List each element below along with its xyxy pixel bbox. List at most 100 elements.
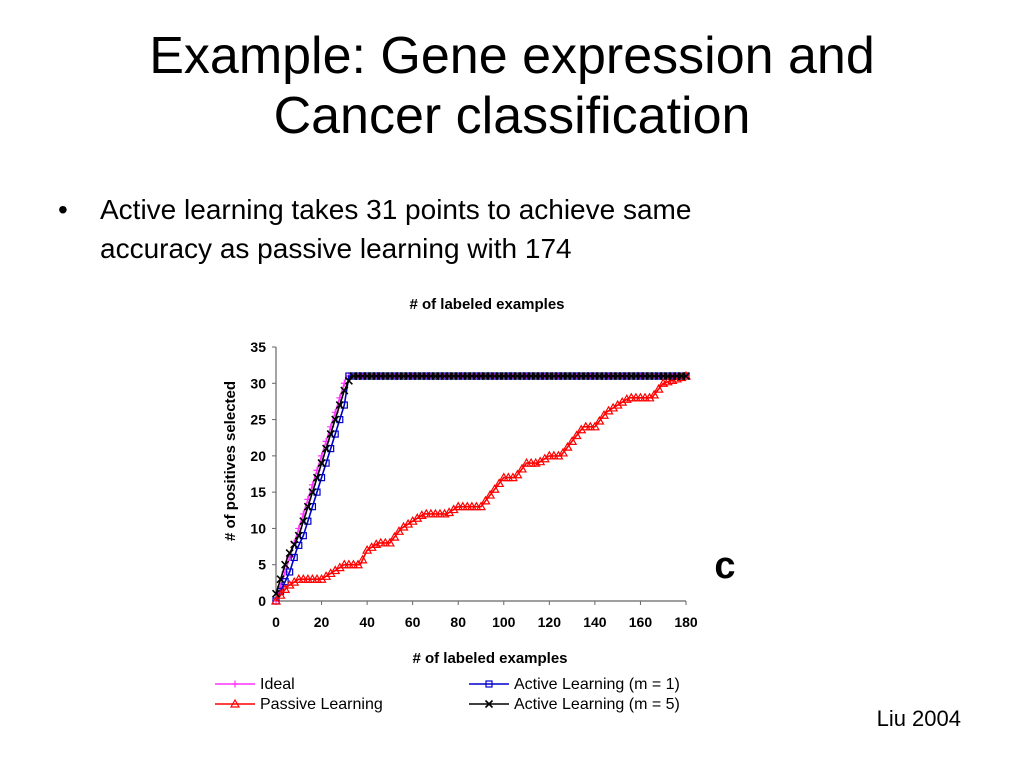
passive-learning-marker [594,415,605,425]
passive-learning-marker [275,589,286,599]
active-learning-m-1-marker [322,459,330,467]
bullet-text-line2: accuracy as passive learning with 174 [100,233,572,264]
passive-learning-marker [475,501,487,511]
passive-learning-marker [562,441,573,451]
active-learning-m-5-marker [335,400,344,410]
series-passive-learning [270,370,692,605]
active-learning-m-1-marker [340,401,348,409]
active-learning-m-1-marker [304,517,312,525]
active-learning-m-5-marker [281,560,290,569]
active-learning-m-5-marker [317,459,326,468]
passive-learning-marker [480,495,491,505]
y-tick-label: 25 [250,412,266,428]
series-active-learning-m-5 [271,371,691,598]
active-learning-m-5-marker [312,473,322,482]
legend-label: Active Learning (m = 5) [514,696,680,713]
passive-learning-marker [653,383,664,393]
series-active-learning-m-1 [272,372,690,605]
chart-series-layer [270,370,692,605]
x-tick-label: 120 [538,614,562,630]
passive-learning-marker [489,484,500,493]
chart-svg: # of labeled examples 0 20 40 60 80 100 120 140… [215,296,736,713]
x-tick-label: 80 [450,614,466,630]
panel-label: c [714,545,735,587]
passive-learning-marker [649,389,660,399]
active-learning-m-1-marker [327,445,335,453]
y-tick-label: 20 [250,448,266,464]
bullet-symbol: • [58,194,68,225]
active-learning-m-5-marker [285,549,294,558]
x-tick-label: 180 [674,614,698,630]
active-learning-m-1-marker [317,474,326,482]
active-learning-m-1-marker [299,532,307,540]
active-learning-m-5-marker [303,502,312,511]
passive-learning-marker [512,469,523,479]
x-tick-label: 40 [359,614,375,630]
passive-learning-marker [384,537,395,547]
legend-marker [485,680,493,688]
active-learning-m-1-marker [286,568,294,576]
passive-learning-marker [389,531,400,541]
legend-item-ideal: Ideal [215,676,295,693]
chart-legend: Ideal Active Learning (m = 1) Passive Lear… [215,676,680,713]
legend-label: Passive Learning [260,696,383,713]
legend-item-active-learning-m-5: Active Learning (m = 5) [469,696,680,713]
x-axis-label: # of labeled examples [412,650,567,667]
passive-learning-marker [280,584,291,593]
y-tick-label: 15 [250,484,266,500]
x-tick-label: 140 [583,614,607,630]
passive-learning-marker [393,526,405,535]
passive-learning-marker [589,421,600,431]
chart-figure: # of labeled examples 0 20 40 60 80 100 120 140… [205,283,757,727]
passive-learning-marker [270,595,282,605]
passive-learning-marker [494,478,505,488]
y-tick-label: 0 [258,593,266,609]
active-learning-m-5-marker [322,444,331,453]
x-tick-label: 60 [405,614,421,630]
legend-label: Ideal [260,676,295,693]
legend-marker [484,699,494,709]
citation: Liu 2004 [876,706,961,731]
active-learning-m-5-marker [299,517,308,526]
active-learning-m-5-marker [290,540,299,549]
legend-item-passive-learning: Passive Learning [215,696,383,713]
y-tick-label: 5 [258,557,266,573]
y-tick-label: 30 [250,375,266,391]
active-learning-m-5-marker [681,371,691,381]
y-tick-label: 35 [250,339,266,355]
active-learning-m-1-line [275,375,686,602]
x-tick-label: 20 [314,614,330,630]
x-tick-label: 160 [629,614,653,630]
x-tick-label: 100 [492,614,516,630]
active-learning-m-1-marker [336,415,344,424]
active-learning-m-1-marker [313,488,321,496]
active-learning-m-5-marker [326,430,335,439]
chart-axes: 0 20 40 60 80 100 120 140 160 180 0 5 10 15 20 25 30 35 [250,339,697,630]
legend-marker [229,698,241,708]
passive-learning-marker [352,559,364,569]
slide-title-line2: Cancer classification [273,87,751,145]
passive-learning-marker [516,463,528,473]
y-axis-label: # of positives selected [222,381,239,541]
y-tick-label: 10 [250,520,266,536]
active-learning-m-5-marker [331,415,340,424]
passive-learning-marker [485,489,496,499]
active-learning-m-5-marker [340,386,349,395]
active-learning-m-1-marker [290,553,298,562]
bullet-text-line1: Active learning takes 31 points to achie… [100,194,692,225]
chart-title: # of labeled examples [409,296,564,313]
legend-item-active-learning-m-1: Active Learning (m = 1) [469,676,680,693]
passive-learning-marker [571,430,582,440]
active-learning-m-1-marker [308,503,317,511]
passive-learning-marker [557,447,569,457]
active-learning-m-5-marker [294,531,303,540]
active-learning-m-5-marker [271,589,281,598]
passive-learning-marker [567,436,578,445]
slide-title: Example: Gene expression and Cancer clas… [0,26,1024,146]
slide-title-line1: Example: Gene expression and [149,27,875,85]
active-learning-m-5-marker [308,488,317,497]
bullet-text: Active learning takes 31 points to achie… [100,190,860,268]
x-tick-label: 0 [272,614,280,630]
legend-label: Active Learning (m = 1) [514,676,680,693]
passive-learning-marker [357,554,368,564]
